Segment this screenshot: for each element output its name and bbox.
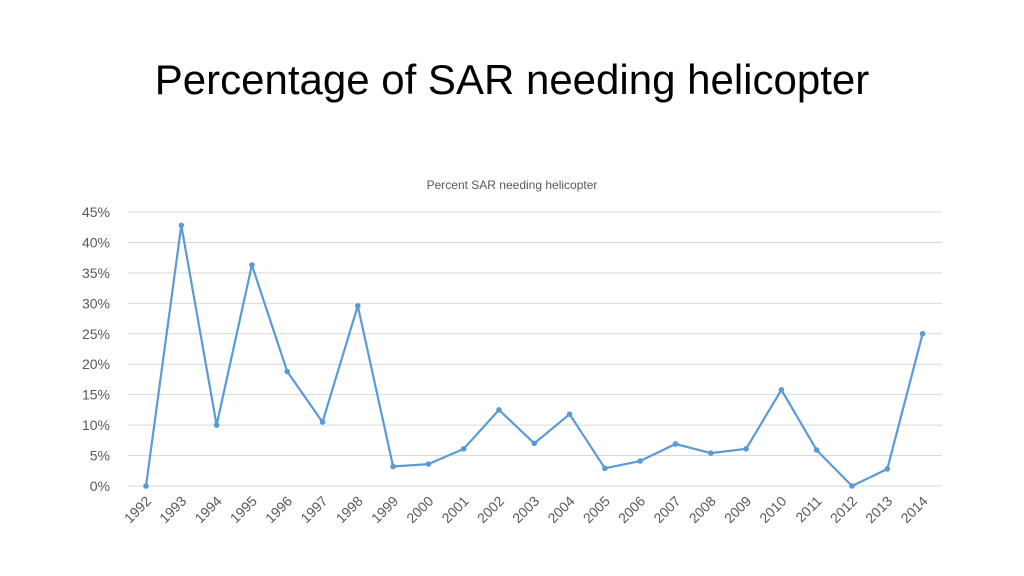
data-point	[390, 463, 396, 470]
x-tick-label: 1999	[368, 493, 401, 526]
data-point	[143, 483, 149, 489]
data-point	[178, 222, 185, 229]
data-point	[319, 419, 326, 425]
x-tick-label: 2003	[509, 493, 542, 526]
data-point	[919, 330, 926, 337]
x-tick-label: 1995	[227, 493, 260, 526]
y-tick-label: 25%	[82, 326, 110, 342]
data-point	[284, 368, 291, 375]
data-point	[743, 446, 749, 452]
x-axis-ticks: 1992 1993 1994 1995 1996 1997 1998 1999 2000 2001…	[121, 493, 931, 526]
x-tick-label: 2002	[474, 493, 507, 526]
x-tick-label: 2008	[686, 493, 719, 526]
series-line	[144, 224, 924, 488]
x-tick-label: 2010	[756, 493, 789, 526]
x-tick-label: 2014	[897, 493, 930, 526]
y-tick-label: 35%	[82, 265, 110, 281]
data-point	[425, 461, 432, 467]
y-tick-label: 30%	[82, 295, 110, 311]
y-tick-label: 40%	[82, 234, 110, 250]
x-tick-label: 2007	[650, 493, 683, 526]
y-axis-ticks: 0% 5% 10% 15% 20% 25% 30% 35% 40% 45%	[82, 204, 110, 494]
data-point	[355, 302, 361, 309]
x-tick-label: 2001	[438, 493, 471, 526]
chart-title: Percent SAR needing helicopter	[427, 178, 598, 192]
x-tick-label: 2004	[544, 493, 577, 526]
y-tick-label: 15%	[82, 387, 110, 403]
data-point	[813, 447, 820, 453]
x-tick-label: 2000	[403, 493, 436, 526]
x-tick-label: 2012	[827, 493, 860, 526]
data-point	[460, 446, 467, 452]
data-point	[708, 450, 714, 456]
x-tick-label: 1996	[262, 493, 295, 526]
x-tick-label: 1993	[156, 493, 189, 526]
x-tick-label: 2006	[615, 493, 648, 526]
y-tick-label: 0%	[90, 478, 110, 494]
data-point	[637, 458, 643, 464]
slide-title: Percentage of SAR needing helicopter	[154, 56, 870, 103]
x-tick-label: 1997	[297, 493, 330, 526]
data-point	[531, 440, 538, 447]
data-point	[849, 483, 855, 489]
x-tick-label: 1994	[191, 493, 224, 526]
x-tick-label: 2013	[862, 493, 895, 526]
x-tick-label: 1998	[333, 493, 366, 526]
gridlines	[128, 211, 942, 487]
y-tick-label: 5%	[90, 448, 110, 464]
y-tick-label: 10%	[82, 417, 110, 433]
data-point	[249, 262, 255, 268]
data-points	[143, 222, 926, 489]
data-point	[566, 411, 573, 417]
y-tick-label: 20%	[82, 356, 110, 372]
x-tick-label: 2009	[721, 493, 754, 526]
data-point	[884, 466, 891, 472]
data-point	[213, 422, 220, 428]
data-point	[672, 441, 679, 447]
y-tick-label: 45%	[82, 204, 110, 220]
x-tick-label: 2011	[792, 493, 825, 526]
x-tick-label: 1992	[121, 493, 154, 526]
data-point	[602, 465, 608, 472]
data-point	[778, 386, 785, 393]
data-point	[496, 407, 502, 413]
x-tick-label: 2005	[580, 493, 613, 526]
